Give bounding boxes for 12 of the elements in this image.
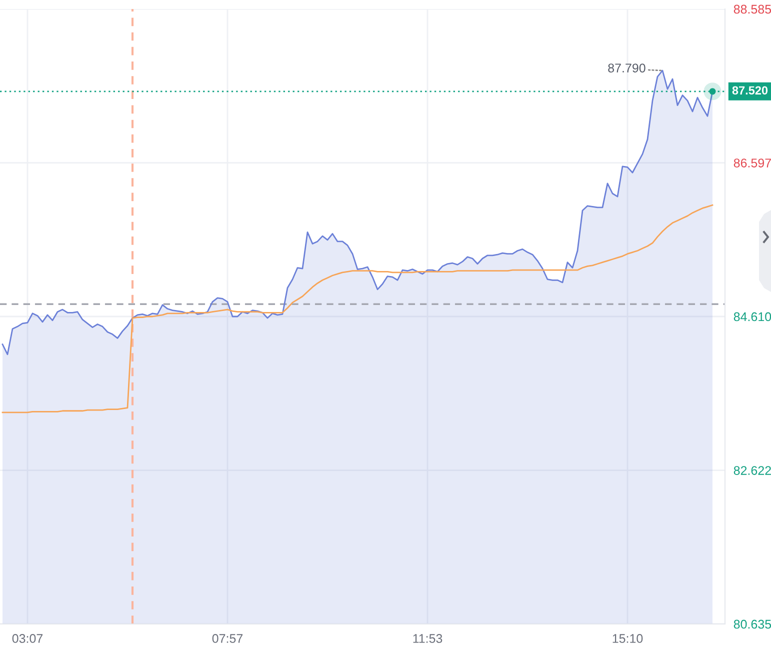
y-tick-label: 86.597 bbox=[734, 158, 771, 168]
y-tick-label: 82.622 bbox=[734, 466, 771, 475]
x-tick-label: 03:07 bbox=[12, 634, 43, 643]
y-tick-label: 88.585 bbox=[734, 4, 771, 14]
x-tick-label: 11:53 bbox=[413, 634, 442, 643]
line-series bbox=[2, 204, 714, 414]
y-tick-label: 80.635 bbox=[734, 620, 771, 629]
x-tick-label: 07:57 bbox=[212, 634, 243, 643]
x-tick-label: 15:10 bbox=[612, 634, 643, 643]
ref-line-label: 87.520 bbox=[732, 86, 768, 95]
annotation: 87.790 bbox=[608, 64, 646, 72]
y-tick-label: 84.610 bbox=[734, 312, 771, 322]
